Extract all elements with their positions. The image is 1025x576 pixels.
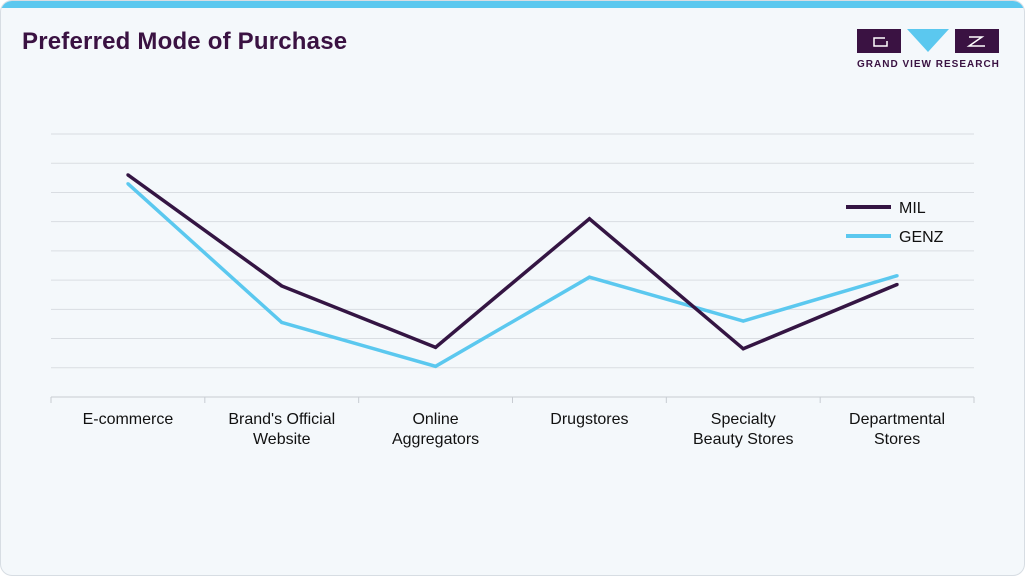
series-line-genz: [126, 182, 898, 369]
data-point-genz: [126, 182, 130, 186]
data-point-mil: [280, 284, 284, 288]
data-point-mil: [741, 347, 745, 351]
data-point-mil: [433, 345, 438, 349]
page-title: Preferred Mode of Purchase: [22, 28, 348, 55]
x-tick-label: Online Aggregators: [392, 411, 479, 448]
x-tick-label: Departmental Stores: [849, 411, 945, 448]
logo-mark-icon: [857, 29, 999, 53]
data-point-genz: [741, 319, 745, 323]
series-line-mil: [126, 173, 898, 351]
legend-label-mil: MIL: [899, 200, 926, 217]
data-point-mil: [126, 173, 130, 177]
data-point-genz: [895, 274, 899, 278]
data-point-mil: [895, 282, 899, 287]
accent-bar: [1, 1, 1024, 8]
x-tick-label: E-commerce: [83, 411, 174, 428]
x-tick-label: Brand's Official Website: [228, 411, 335, 448]
legend-label-genz: GENZ: [899, 229, 944, 246]
x-tick-label: Specialty Beauty Stores: [693, 411, 794, 448]
data-point-genz: [587, 275, 592, 279]
data-point-genz: [280, 320, 284, 325]
logo-text: GRAND VIEW RESEARCH: [857, 59, 1000, 70]
data-point-mil: [587, 217, 592, 221]
x-tick-label: Drugstores: [550, 411, 628, 428]
data-point-genz: [433, 364, 438, 368]
grand-view-research-logo: GRAND VIEW RESEARCH: [857, 29, 999, 71]
